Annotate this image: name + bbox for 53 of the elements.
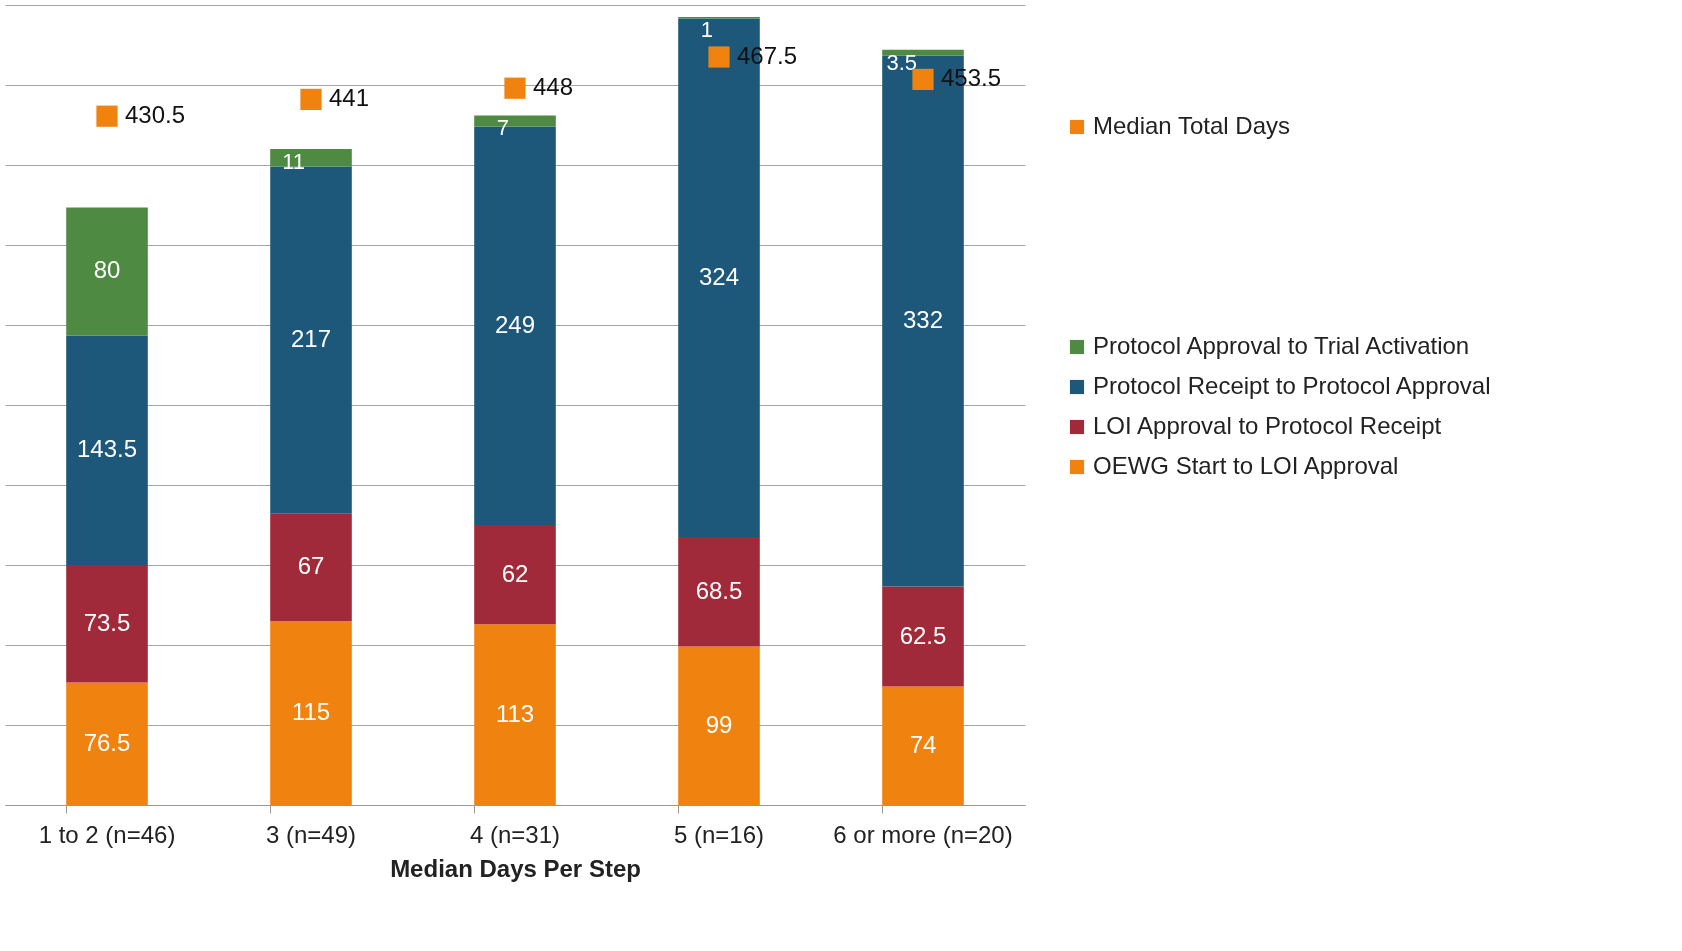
x-tick-label: 1 to 2 (n=46) <box>38 820 176 848</box>
bar <box>66 565 148 683</box>
data-label: 324 <box>698 262 740 290</box>
bar <box>678 537 760 647</box>
data-label: 115 <box>291 698 331 725</box>
point <box>504 77 526 99</box>
point <box>912 68 934 91</box>
data-label: 68.5 <box>695 576 743 604</box>
data-label: 332 <box>902 306 944 333</box>
point <box>708 46 730 68</box>
legend-label: Median Total Days <box>1093 112 1290 139</box>
data-label: 249 <box>494 310 536 338</box>
legend-label: LOI Approval to Protocol Receipt <box>1093 412 1442 439</box>
data-label: 99 <box>705 710 733 738</box>
x-tick-label: 3 (n=49) <box>265 820 357 848</box>
bar <box>678 646 760 805</box>
point <box>300 88 322 111</box>
bar <box>882 49 964 56</box>
bar <box>882 686 964 805</box>
data-label: 441 <box>329 84 370 112</box>
data-label: 430.5 <box>125 101 186 129</box>
data-label: 3.5 <box>886 49 917 75</box>
point <box>96 105 118 127</box>
bar <box>474 624 556 805</box>
bar <box>66 335 148 565</box>
bar <box>66 207 148 336</box>
data-label: 74 <box>909 730 937 758</box>
data-label: 448 <box>533 73 574 101</box>
bar <box>270 513 352 621</box>
x-axis-title: Median Days Per Step <box>390 854 641 882</box>
data-label: 76.5 <box>83 728 131 756</box>
data-label: 143.5 <box>76 435 138 463</box>
data-label: 62 <box>501 559 529 587</box>
x-tick-label: 4 (n=31) <box>469 820 561 848</box>
data-label: 67 <box>297 552 325 580</box>
legend-label: Protocol Receipt to Protocol Approval <box>1093 372 1491 399</box>
bar <box>882 586 964 687</box>
x-tick-label: 5 (n=16) <box>673 820 765 848</box>
data-label: 11 <box>282 149 305 174</box>
data-label: 62.5 <box>899 621 947 649</box>
data-label: 1 <box>700 17 713 42</box>
data-label: 7 <box>496 115 509 141</box>
data-label: 73.5 <box>83 608 131 636</box>
bar <box>270 149 352 167</box>
data-label: 217 <box>290 325 332 353</box>
data-label: 113 <box>495 699 535 727</box>
data-label: 80 <box>93 256 121 284</box>
x-tick-label: 6 or more (n=20) <box>833 820 1013 848</box>
legend-label: Protocol Approval to Trial Activation <box>1093 332 1470 359</box>
bar <box>474 525 556 625</box>
bar <box>270 621 352 805</box>
legend-label: OEWG Start to LOI Approval <box>1093 452 1399 479</box>
bar <box>66 682 148 805</box>
